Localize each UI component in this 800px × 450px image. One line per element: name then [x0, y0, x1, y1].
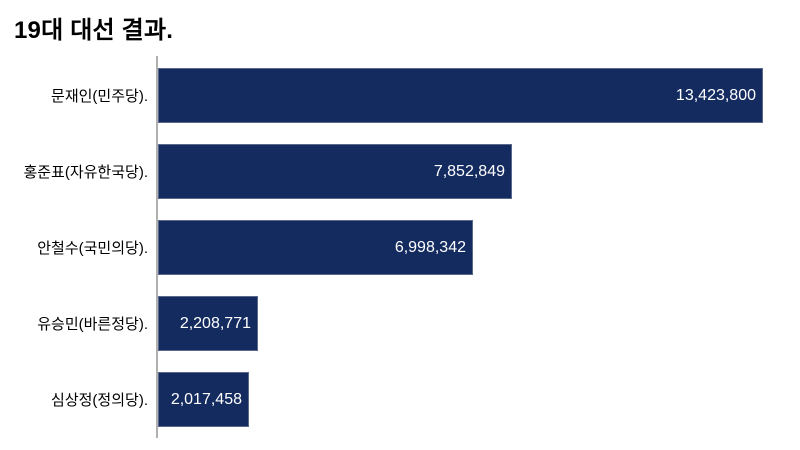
- category-label: 문재인(민주당).: [51, 88, 148, 105]
- category-label: 안철수(국민의당).: [37, 240, 148, 257]
- category-label: 심상정(정의당).: [51, 392, 148, 409]
- bar: 13,423,800: [158, 68, 763, 123]
- bar-value-label: 6,998,342: [394, 238, 466, 256]
- bar-value-label: 2,017,458: [170, 390, 242, 408]
- bar-value-label: 2,208,771: [179, 314, 251, 332]
- bar: 2,208,771: [158, 296, 258, 351]
- y-axis-line: [156, 56, 158, 438]
- bar-value-label: 7,852,849: [433, 162, 505, 180]
- chart-title: 19대 대선 결과.: [14, 17, 174, 44]
- bar-value-label: 13,423,800: [675, 86, 756, 104]
- bar: 2,017,458: [158, 372, 249, 427]
- category-label: 유승민(바른정당).: [37, 316, 148, 333]
- category-label: 홍준표(자유한국당).: [23, 164, 148, 181]
- bar: 7,852,849: [158, 144, 512, 199]
- bar: 6,998,342: [158, 220, 473, 275]
